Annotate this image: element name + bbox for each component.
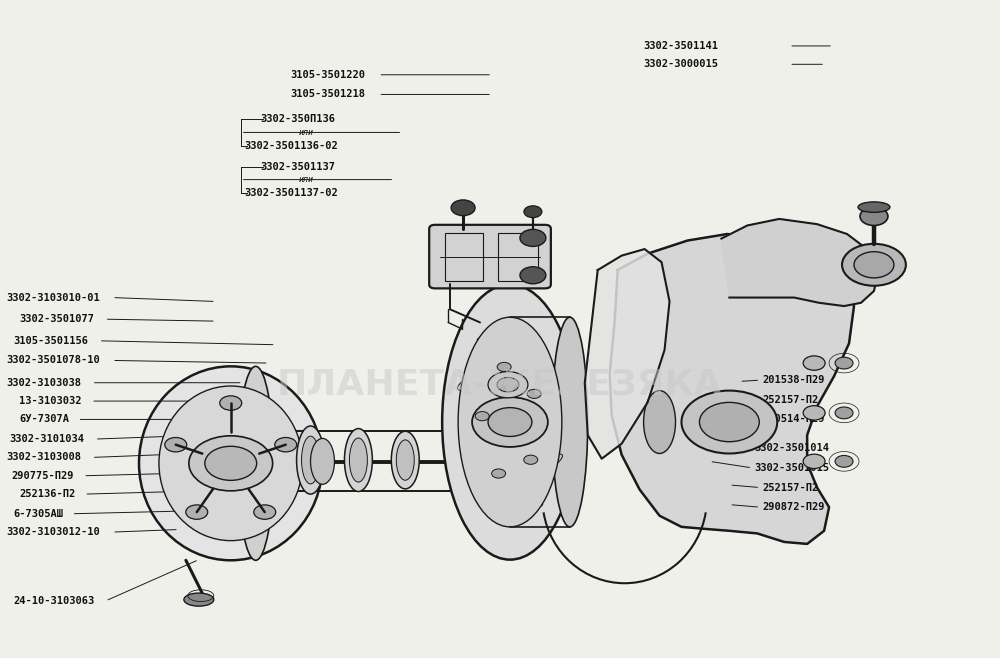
Circle shape	[451, 200, 475, 216]
Circle shape	[492, 469, 506, 478]
Text: 24-10-3103063: 24-10-3103063	[13, 596, 95, 606]
Circle shape	[803, 356, 825, 370]
Bar	[498, 233, 538, 280]
Text: 3302-3101034: 3302-3101034	[9, 434, 84, 444]
Text: 6У-7307А: 6У-7307А	[19, 415, 69, 424]
Ellipse shape	[858, 202, 890, 213]
Circle shape	[842, 244, 906, 286]
Text: 13-3103032: 13-3103032	[19, 396, 82, 406]
Circle shape	[699, 403, 759, 442]
Ellipse shape	[530, 454, 563, 475]
Circle shape	[275, 438, 297, 452]
Ellipse shape	[552, 317, 588, 527]
Polygon shape	[585, 249, 670, 459]
Bar	[445, 233, 483, 280]
Circle shape	[524, 206, 542, 218]
Circle shape	[488, 372, 528, 398]
Ellipse shape	[159, 386, 303, 541]
Text: или: или	[299, 128, 314, 137]
Circle shape	[524, 455, 538, 465]
FancyBboxPatch shape	[429, 225, 551, 288]
Ellipse shape	[344, 428, 372, 492]
Text: ПЛАНЕТА-ЖЕЛЕЗЯКА: ПЛАНЕТА-ЖЕЛЕЗЯКА	[277, 368, 723, 401]
Text: 290872-П29: 290872-П29	[762, 502, 825, 512]
Circle shape	[488, 407, 532, 436]
Ellipse shape	[184, 593, 214, 606]
Text: 6-7305АШ: 6-7305АШ	[13, 509, 63, 519]
Text: 250514-П29: 250514-П29	[762, 415, 825, 424]
Text: или: или	[299, 175, 314, 184]
Ellipse shape	[473, 485, 505, 507]
Ellipse shape	[463, 430, 476, 459]
Text: 3302-3103038: 3302-3103038	[6, 378, 81, 388]
Ellipse shape	[499, 499, 543, 509]
Ellipse shape	[396, 440, 414, 480]
Text: 3302-3501137-02: 3302-3501137-02	[245, 188, 338, 197]
Circle shape	[497, 378, 519, 392]
Ellipse shape	[349, 438, 367, 482]
Text: 3302-3501136-02: 3302-3501136-02	[245, 141, 338, 151]
Text: 3302-350П136: 3302-350П136	[261, 114, 336, 124]
Circle shape	[520, 230, 546, 247]
Ellipse shape	[238, 367, 274, 561]
Ellipse shape	[139, 367, 322, 561]
Polygon shape	[721, 219, 879, 306]
Circle shape	[472, 397, 548, 447]
Text: 3302-3000015: 3302-3000015	[644, 59, 719, 69]
Circle shape	[186, 505, 208, 519]
Polygon shape	[610, 234, 854, 544]
Text: 252157-П2: 252157-П2	[762, 395, 819, 405]
Ellipse shape	[458, 317, 562, 527]
Circle shape	[835, 407, 853, 418]
Text: 290775-П29: 290775-П29	[11, 470, 74, 481]
Circle shape	[803, 454, 825, 468]
Text: 3105-3501220: 3105-3501220	[291, 70, 366, 80]
Circle shape	[189, 436, 273, 491]
Circle shape	[527, 390, 541, 399]
Text: 3302-3501078-10: 3302-3501078-10	[6, 355, 100, 365]
Text: 3302-3103012-10: 3302-3103012-10	[6, 527, 100, 537]
Text: 3302-3103008: 3302-3103008	[6, 453, 81, 463]
Ellipse shape	[543, 386, 557, 415]
Circle shape	[835, 357, 853, 369]
Ellipse shape	[311, 438, 334, 484]
Text: 252157-П2: 252157-П2	[762, 482, 819, 493]
Text: 3302-3501141: 3302-3501141	[644, 41, 719, 51]
Circle shape	[681, 391, 777, 453]
Circle shape	[497, 363, 511, 372]
Text: 3302-3501077: 3302-3501077	[19, 314, 94, 324]
Text: 3105-3501156: 3105-3501156	[13, 336, 88, 346]
Ellipse shape	[297, 426, 324, 494]
Text: 3302-3501137: 3302-3501137	[261, 161, 336, 172]
Circle shape	[520, 266, 546, 284]
Circle shape	[835, 455, 853, 467]
Text: 3302-3501014: 3302-3501014	[754, 443, 829, 453]
Ellipse shape	[515, 338, 547, 359]
Text: 3302-3501015: 3302-3501015	[754, 463, 829, 473]
Ellipse shape	[644, 391, 676, 453]
Ellipse shape	[302, 436, 320, 484]
Circle shape	[854, 251, 894, 278]
Circle shape	[860, 207, 888, 226]
Text: 201538-П29: 201538-П29	[762, 375, 825, 385]
Circle shape	[165, 438, 187, 452]
Circle shape	[220, 396, 242, 410]
Text: 3302-3103010-01: 3302-3103010-01	[6, 293, 100, 303]
Circle shape	[254, 505, 276, 519]
Ellipse shape	[442, 284, 578, 560]
Ellipse shape	[457, 368, 490, 390]
Circle shape	[803, 406, 825, 420]
Circle shape	[475, 411, 489, 420]
Ellipse shape	[391, 431, 419, 489]
Circle shape	[205, 446, 257, 480]
Text: 3105-3501218: 3105-3501218	[291, 89, 366, 99]
Ellipse shape	[477, 335, 521, 344]
Text: 252136-П2: 252136-П2	[19, 489, 76, 499]
